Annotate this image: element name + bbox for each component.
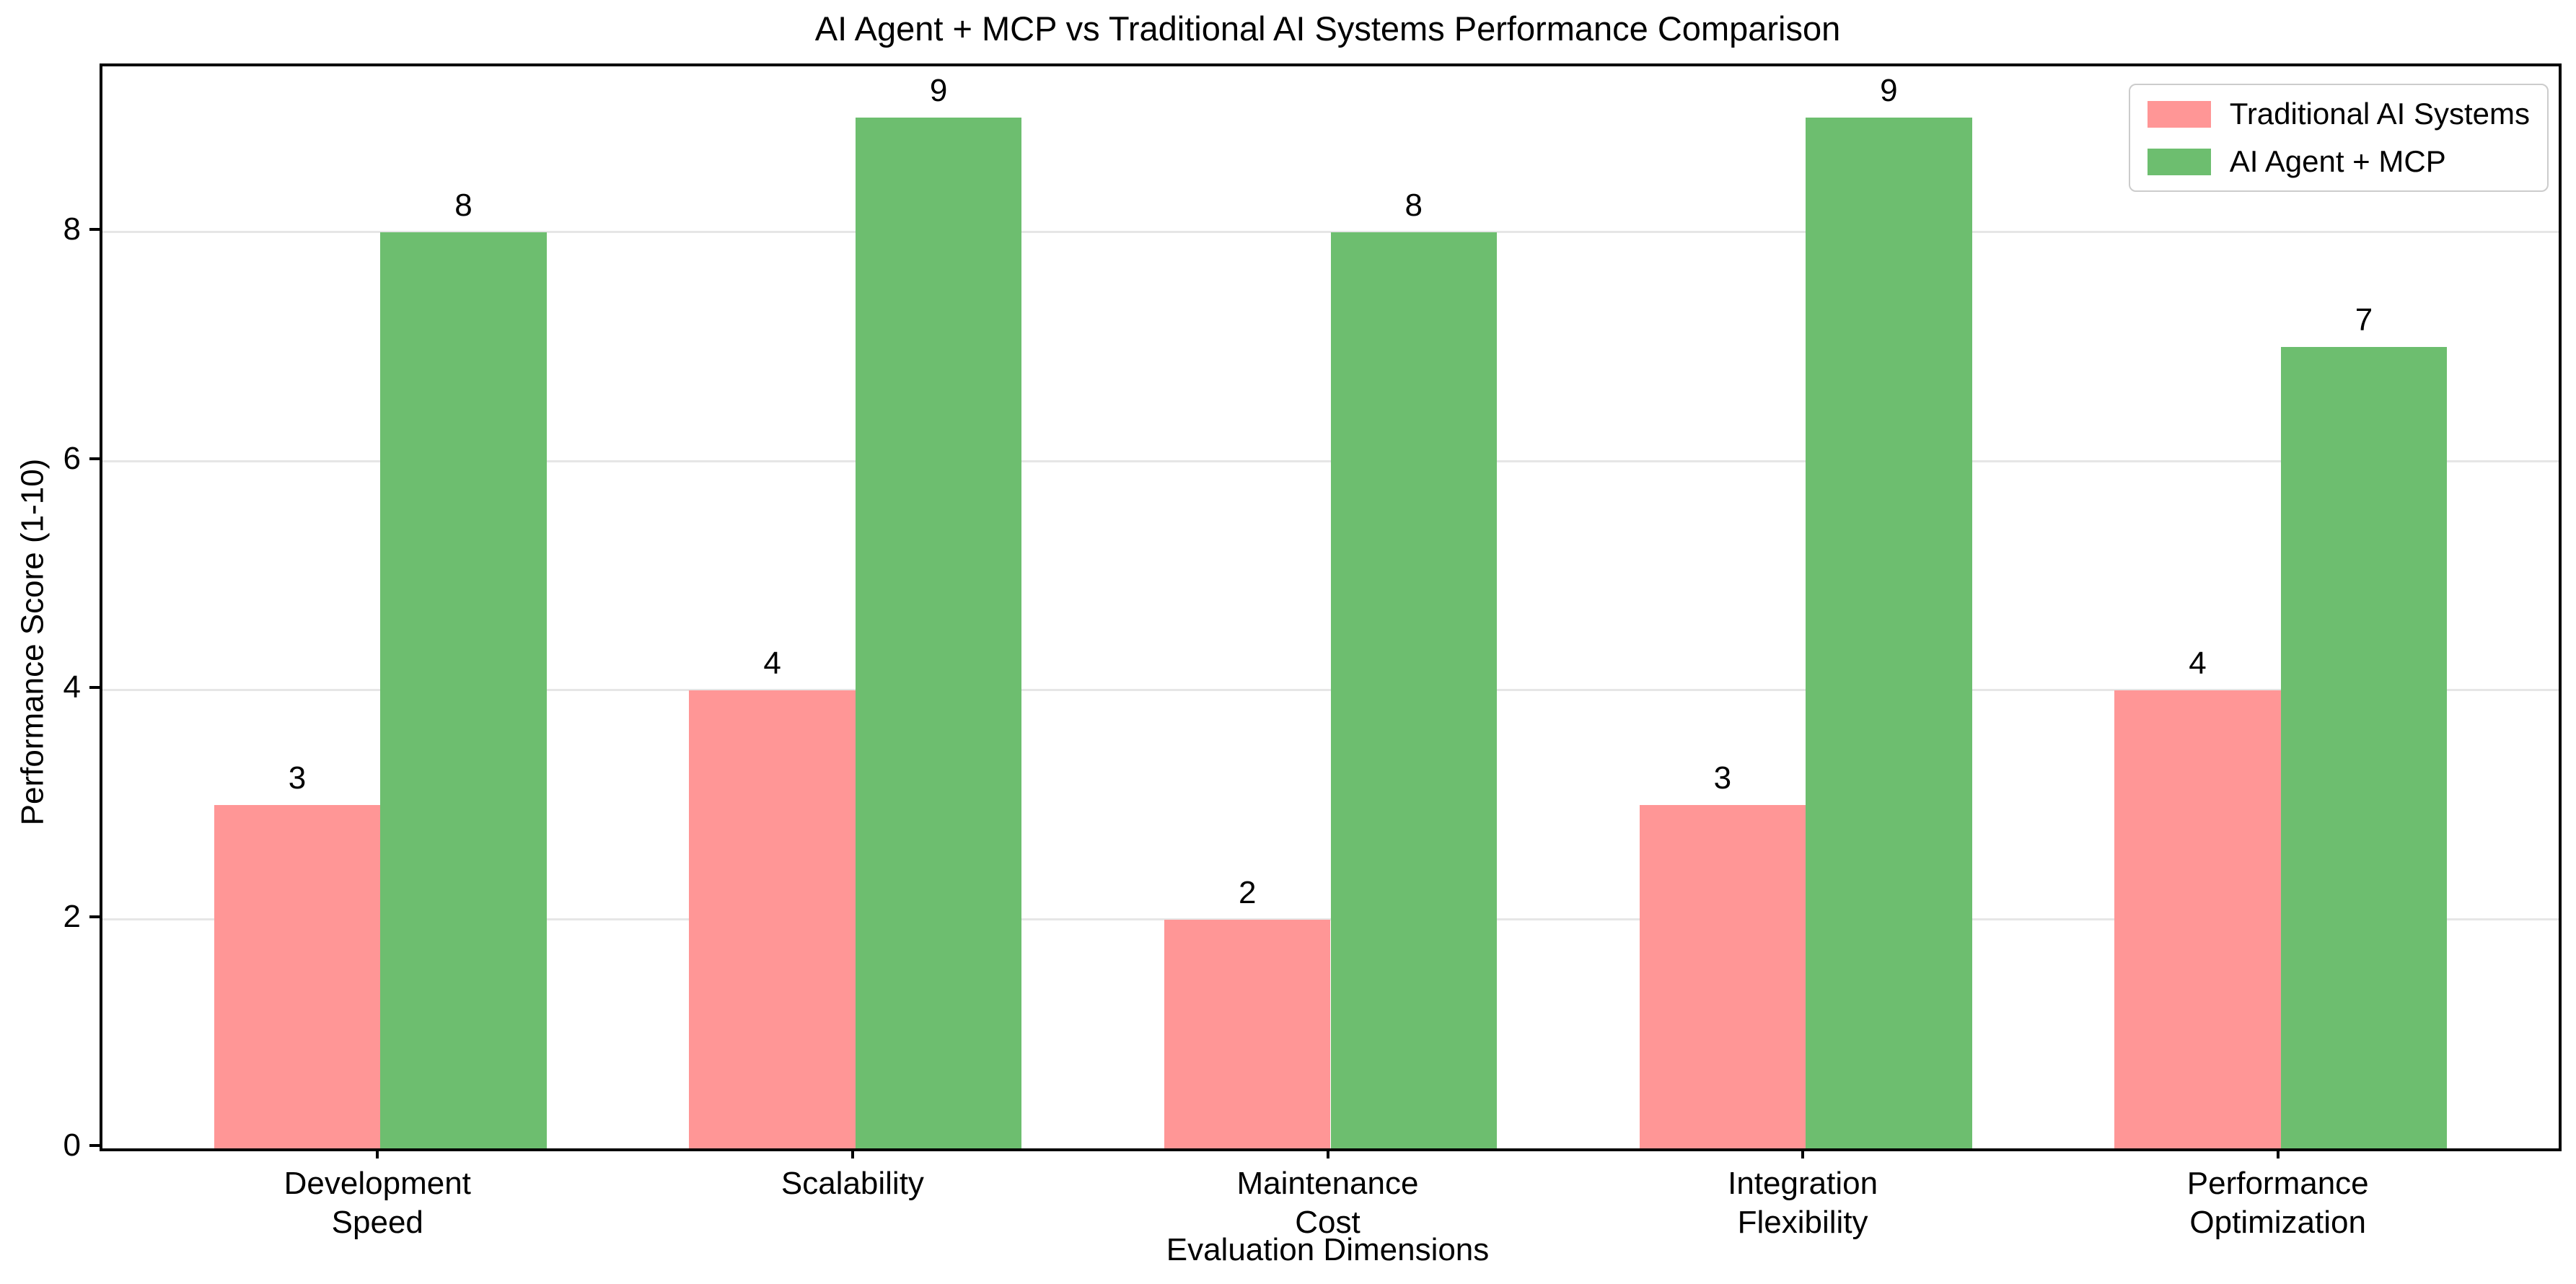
y-tick-label: 6	[63, 440, 81, 476]
y-tick-label: 4	[63, 669, 81, 705]
legend-row: Traditional AI Systems	[2147, 97, 2530, 131]
bar	[855, 118, 1022, 1148]
bar-value-label: 8	[454, 188, 472, 224]
bar	[2114, 690, 2281, 1148]
legend-row: AI Agent + MCP	[2147, 144, 2530, 179]
x-tick-mark	[1326, 1148, 1329, 1158]
y-tick-label: 8	[63, 211, 81, 247]
bar-value-label: 2	[1238, 874, 1257, 910]
legend: Traditional AI Systems AI Agent + MCP	[2128, 84, 2549, 192]
y-tick-mark	[89, 1144, 100, 1147]
x-tick-label: Maintenance Cost	[1236, 1166, 1419, 1240]
gridline	[102, 231, 2559, 234]
bar-value-label: 3	[1713, 760, 1732, 796]
y-tick-mark	[89, 228, 100, 232]
bar-value-label: 9	[1880, 73, 1898, 109]
bar	[1806, 118, 1972, 1148]
bar	[1164, 919, 1331, 1148]
legend-label: Traditional AI Systems	[2229, 97, 2530, 131]
x-tick-label: Scalability	[781, 1166, 924, 1201]
chart-title: AI Agent + MCP vs Traditional AI Systems…	[814, 9, 1841, 48]
legend-items: Traditional AI Systems AI Agent + MCP	[2147, 97, 2530, 179]
bar-value-label: 4	[763, 646, 781, 682]
bar-value-label: 9	[929, 73, 948, 109]
x-tick-mark	[1801, 1148, 1805, 1158]
x-tick-mark	[376, 1148, 379, 1158]
y-tick-label: 0	[63, 1127, 81, 1163]
bar-value-label: 4	[2189, 646, 2207, 682]
legend-swatch	[2147, 100, 2211, 128]
legend-label: AI Agent + MCP	[2229, 144, 2446, 178]
bar-value-label: 3	[288, 760, 307, 796]
y-tick-mark	[89, 457, 100, 460]
x-tick-label: Performance Optimization	[2186, 1166, 2369, 1240]
x-tick-label: Development Speed	[283, 1166, 471, 1240]
y-axis-label-wrap: Performance Score (1-10)	[0, 0, 65, 1284]
x-axis-label: Evaluation Dimensions	[1166, 1232, 1490, 1267]
y-tick-label: 2	[63, 898, 81, 934]
y-tick-mark	[89, 686, 100, 690]
y-axis-label: Performance Score (1-10)	[14, 458, 50, 826]
bar	[1639, 804, 1806, 1148]
bar	[689, 690, 856, 1148]
legend-swatch	[2147, 148, 2211, 175]
x-tick-label: Integration Flexibility	[1728, 1166, 1878, 1240]
bar	[380, 232, 547, 1148]
bar-value-label: 8	[1405, 188, 1423, 224]
plot-area: 3 8 4 9 2 8 3 9 4 7 Traditional AI Systems AI Agen…	[100, 63, 2562, 1151]
x-tick-mark	[850, 1148, 854, 1158]
bar	[1330, 232, 1497, 1148]
bar	[214, 804, 381, 1148]
bar-value-label: 7	[2355, 302, 2373, 338]
x-tick-mark	[2276, 1148, 2280, 1158]
bar	[2280, 346, 2448, 1148]
y-tick-mark	[89, 915, 100, 918]
